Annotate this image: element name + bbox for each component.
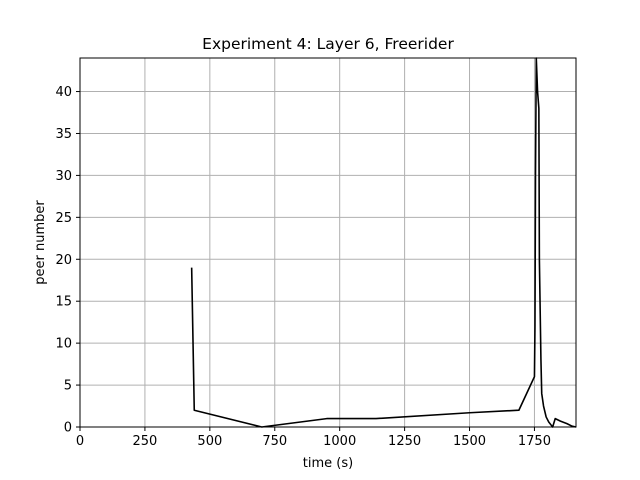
x-tick-label: 0 (76, 434, 84, 449)
y-tick-label: 40 (55, 85, 72, 100)
y-tick-label: 20 (55, 253, 72, 268)
plot-frame (79, 57, 577, 428)
y-tick-label: 30 (55, 169, 72, 184)
x-tick-label: 250 (133, 434, 158, 449)
axis-ticks: 0 250 500 750 1000 1250 1500 1750 0 5 10 15 20 25 30 35… (55, 85, 551, 449)
x-tick-label: 1500 (453, 434, 486, 449)
series-layer (190, 57, 577, 428)
series-line (190, 57, 577, 428)
x-axis-label: time (s) (303, 456, 353, 471)
y-axis-label: peer number (33, 200, 48, 285)
x-tick-label: 1250 (388, 434, 421, 449)
x-tick-label: 1000 (323, 434, 356, 449)
x-tick-label: 500 (197, 434, 222, 449)
chart-title: Experiment 4: Layer 6, Freerider (202, 35, 454, 53)
y-tick-label: 0 (64, 421, 72, 436)
y-tick-label: 15 (55, 295, 72, 310)
y-tick-label: 35 (55, 127, 72, 142)
y-tick-label: 25 (55, 211, 72, 226)
x-tick-label: 750 (262, 434, 287, 449)
x-tick-label: 1750 (518, 434, 551, 449)
y-tick-label: 5 (64, 379, 72, 394)
y-tick-label: 10 (55, 337, 72, 352)
